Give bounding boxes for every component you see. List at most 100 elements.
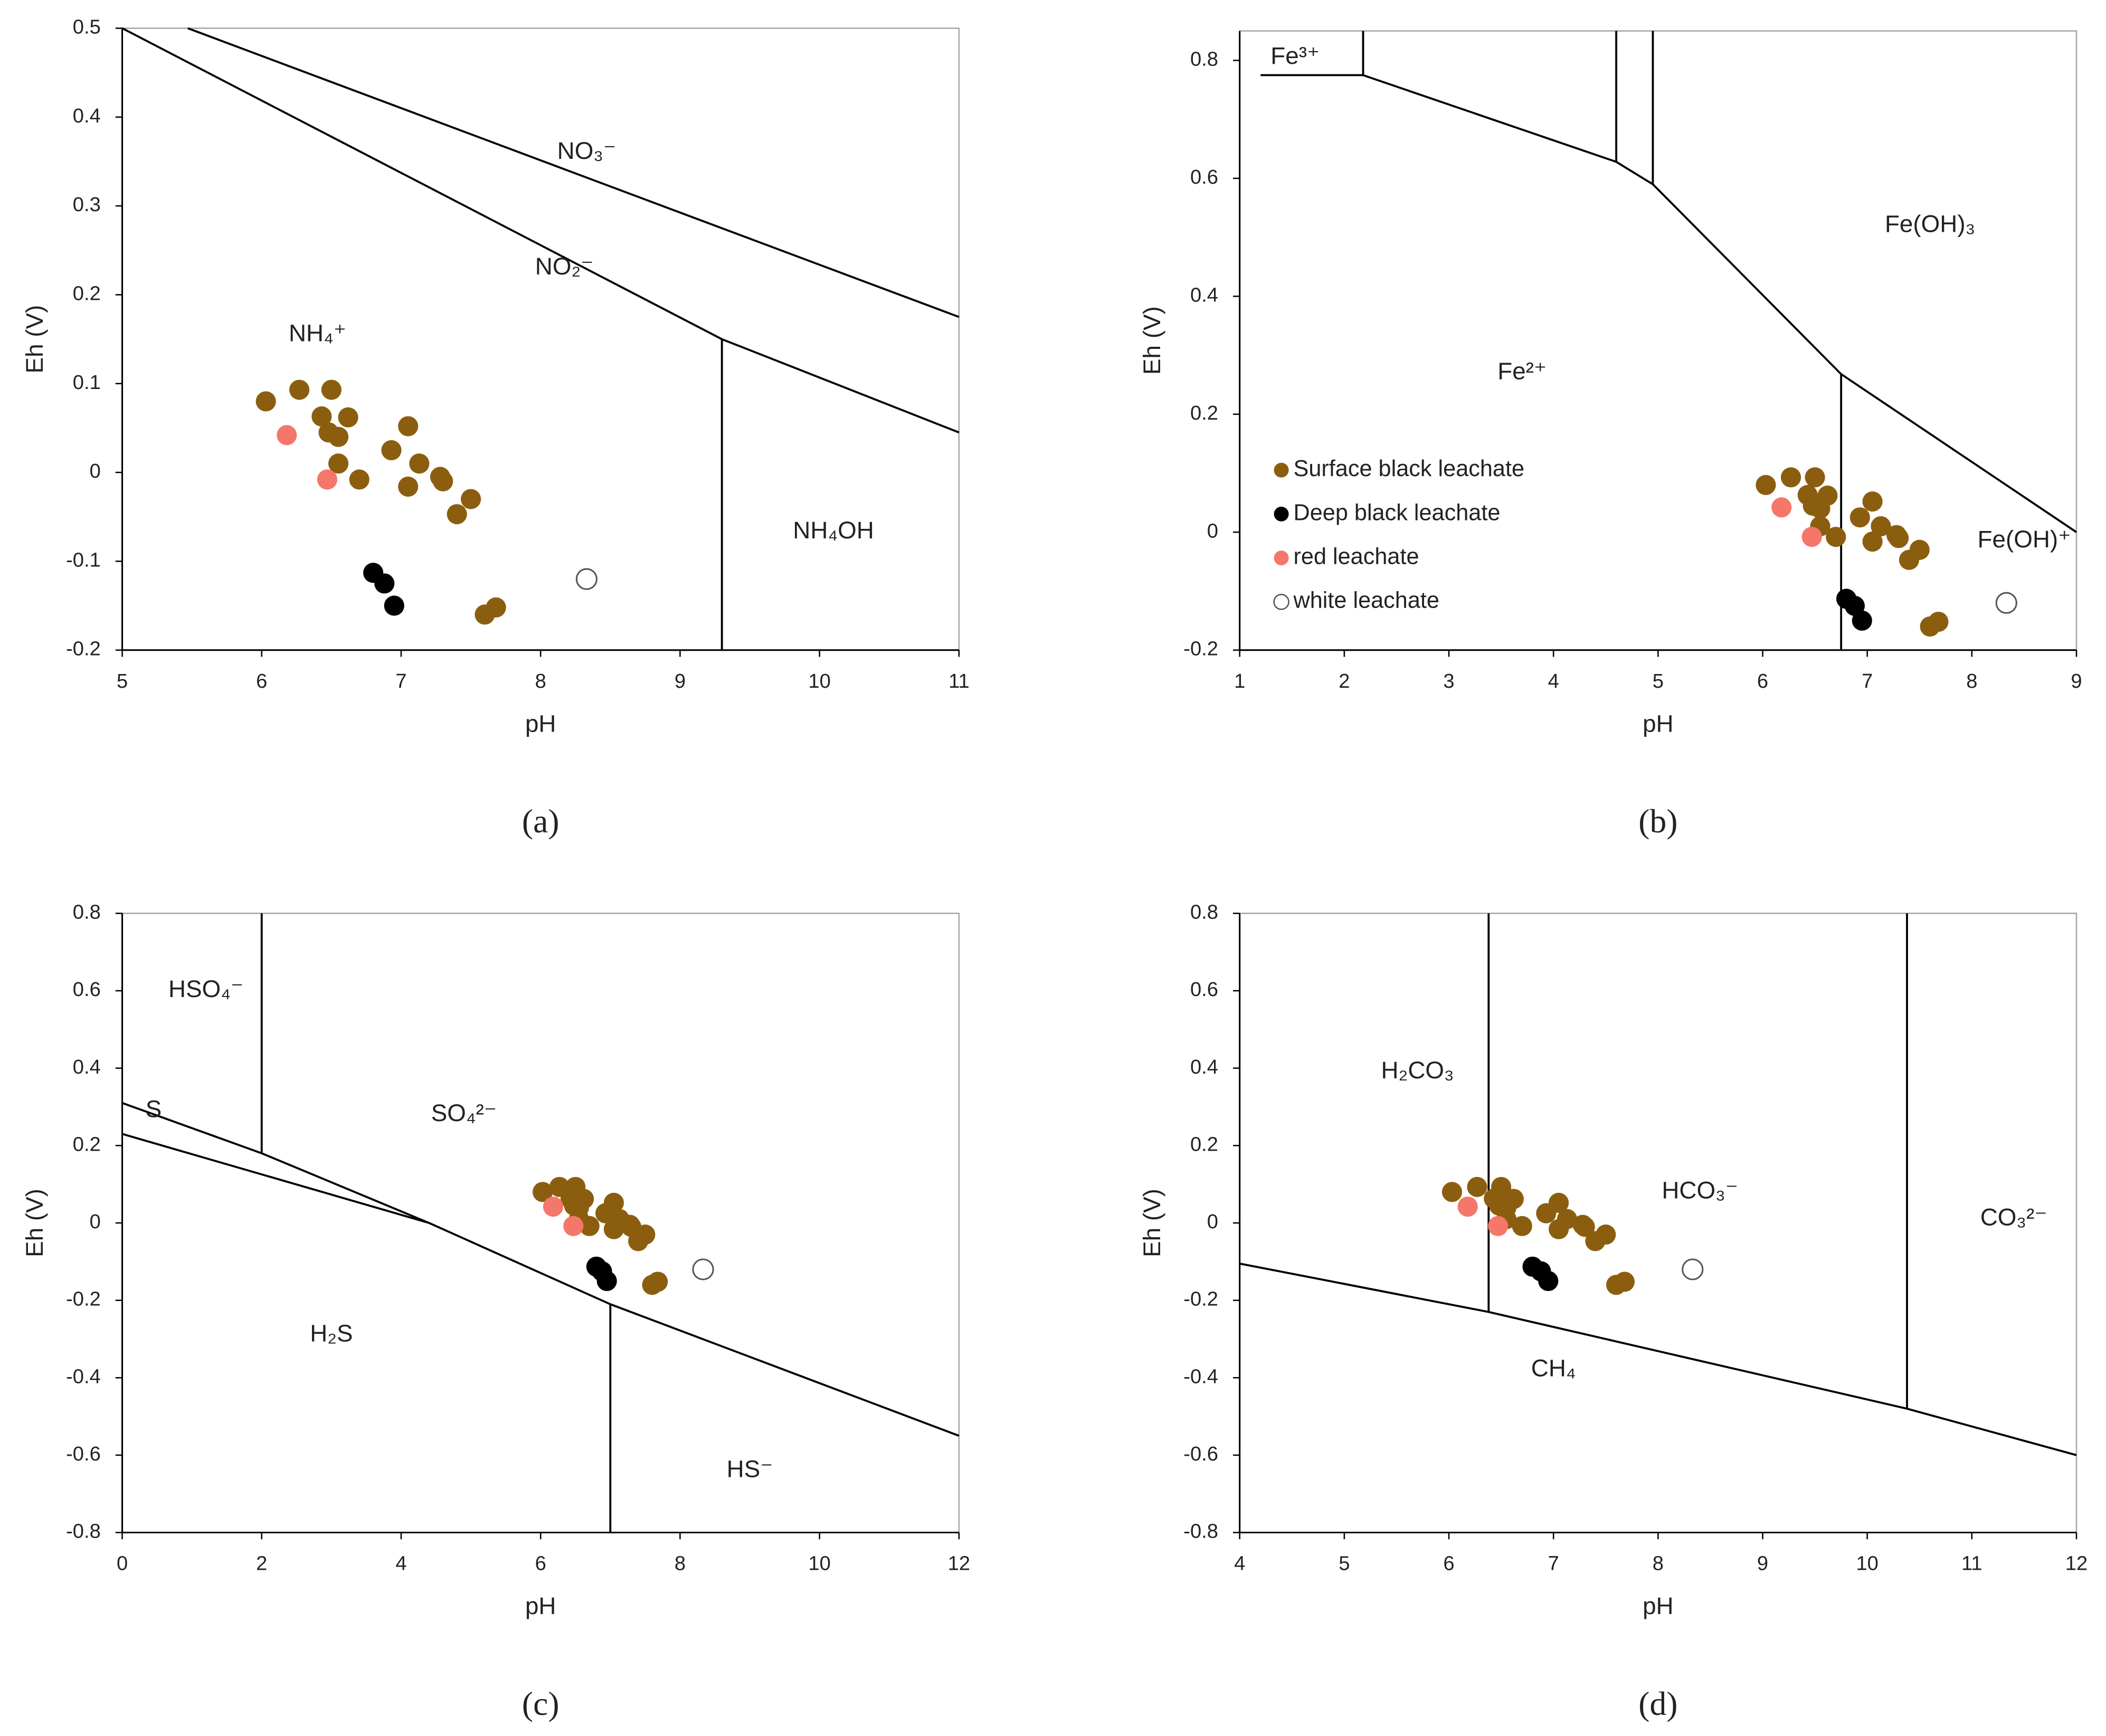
- data-point: [398, 416, 419, 437]
- data-point: [349, 469, 369, 490]
- panel-label: (c): [522, 1685, 559, 1722]
- x-tick-label: 4: [1234, 1552, 1245, 1575]
- x-tick-label: 7: [395, 670, 406, 692]
- data-point: [1512, 1216, 1532, 1236]
- y-tick-label: 0.8: [1190, 901, 1218, 924]
- y-tick-label: -0.2: [66, 638, 101, 660]
- region-label: HSO₄⁻: [168, 975, 243, 1002]
- data-point: [1771, 497, 1792, 518]
- data-point: [328, 453, 349, 474]
- plot-frame: [121, 27, 960, 651]
- boundary-line: [121, 27, 960, 434]
- y-tick-label: 0.8: [73, 901, 101, 924]
- x-tick-label: 2: [1339, 670, 1350, 692]
- y-tick-label: 0.6: [1190, 166, 1218, 188]
- x-tick-label: 6: [1443, 1552, 1454, 1575]
- x-tick-label: 10: [1856, 1552, 1878, 1575]
- data-point: [1538, 1270, 1559, 1292]
- legend-marker: [1274, 506, 1289, 521]
- y-axis-title: Eh (V): [1139, 1189, 1165, 1257]
- y-tick-label: -0.2: [1183, 638, 1218, 660]
- y-tick-label: 0.4: [1190, 283, 1218, 306]
- y-tick-label: 0: [90, 460, 101, 482]
- data-point: [603, 1192, 624, 1213]
- y-tick-label: -0.6: [66, 1443, 101, 1465]
- y-tick-label: 0: [90, 1210, 101, 1233]
- data-point: [384, 595, 404, 616]
- y-tick-label: 0.6: [73, 978, 101, 1001]
- data-point: [1817, 485, 1838, 506]
- x-axis-title: pH: [525, 1592, 556, 1619]
- x-tick-label: 2: [256, 1552, 267, 1575]
- data-point: [1457, 1197, 1478, 1217]
- legend-marker: [1273, 594, 1289, 610]
- data-point: [447, 504, 467, 525]
- boundary-line: [1362, 31, 2077, 533]
- region-label: NH₄OH: [793, 517, 874, 544]
- data-point: [338, 407, 358, 428]
- data-point: [1614, 1272, 1635, 1292]
- y-tick-label: -0.2: [1183, 1288, 1218, 1311]
- data-point: [1467, 1177, 1487, 1197]
- region-label: S: [146, 1095, 162, 1122]
- data-point: [1682, 1258, 1704, 1280]
- panel-label: (d): [1638, 1685, 1677, 1722]
- x-tick-label: 6: [1757, 670, 1768, 692]
- x-tick-label: 0: [117, 1552, 128, 1575]
- data-point: [533, 1182, 553, 1202]
- boundary-line: [121, 1102, 430, 1224]
- data-point: [1826, 527, 1846, 547]
- region-label: Fe(OH)₃: [1885, 210, 1975, 237]
- region-label: HCO₃⁻: [1662, 1177, 1738, 1203]
- x-tick-label: 12: [2065, 1552, 2088, 1575]
- y-tick-label: -0.8: [66, 1520, 101, 1543]
- data-point: [317, 469, 338, 490]
- y-tick-label: -0.1: [66, 548, 101, 571]
- data-point: [381, 440, 402, 461]
- data-point: [461, 489, 481, 509]
- panel-label: (b): [1638, 802, 1677, 840]
- data-point: [1805, 467, 1825, 488]
- data-point: [574, 1189, 594, 1209]
- data-point: [311, 406, 332, 427]
- panel-label: (a): [522, 802, 559, 840]
- y-tick-label: 0: [1207, 519, 1218, 542]
- data-point: [1596, 1224, 1616, 1245]
- data-point: [433, 471, 453, 491]
- data-point: [328, 426, 349, 447]
- x-tick-label: 4: [395, 1552, 406, 1575]
- data-point: [579, 1216, 600, 1236]
- data-point: [398, 476, 419, 497]
- data-point: [374, 573, 395, 594]
- data-point: [596, 1270, 617, 1292]
- x-tick-label: 11: [948, 670, 970, 692]
- y-tick-label: 0.4: [73, 105, 101, 127]
- data-point: [1801, 527, 1822, 547]
- data-point: [692, 1258, 714, 1280]
- region-label: NO₃⁻: [557, 137, 616, 164]
- y-tick-label: 0.4: [1190, 1056, 1218, 1078]
- data-point: [635, 1224, 656, 1245]
- data-point: [1995, 592, 2017, 614]
- y-tick-label: 0.5: [73, 16, 101, 39]
- data-point: [1503, 1189, 1524, 1209]
- y-tick-label: 0: [1207, 1210, 1218, 1233]
- y-tick-label: -0.4: [1183, 1365, 1218, 1388]
- legend-label: Surface black leachate: [1293, 456, 1524, 481]
- data-point: [1871, 516, 1891, 537]
- data-point: [1852, 610, 1872, 631]
- region-label: Fe²⁺: [1497, 358, 1547, 385]
- region-label: HS⁻: [727, 1455, 773, 1482]
- data-point: [277, 425, 297, 445]
- plot-frame: [1239, 913, 2077, 1533]
- data-point: [1756, 475, 1776, 495]
- x-tick-label: 1: [1234, 670, 1245, 692]
- y-axis-title: Eh (V): [21, 1189, 48, 1257]
- data-point: [1909, 539, 1930, 560]
- region-label: Fe³⁺: [1270, 42, 1320, 69]
- y-tick-label: 0.8: [1190, 48, 1218, 71]
- data-point: [486, 597, 506, 618]
- y-axis-title: Eh (V): [1139, 306, 1165, 375]
- x-tick-label: 10: [808, 670, 830, 692]
